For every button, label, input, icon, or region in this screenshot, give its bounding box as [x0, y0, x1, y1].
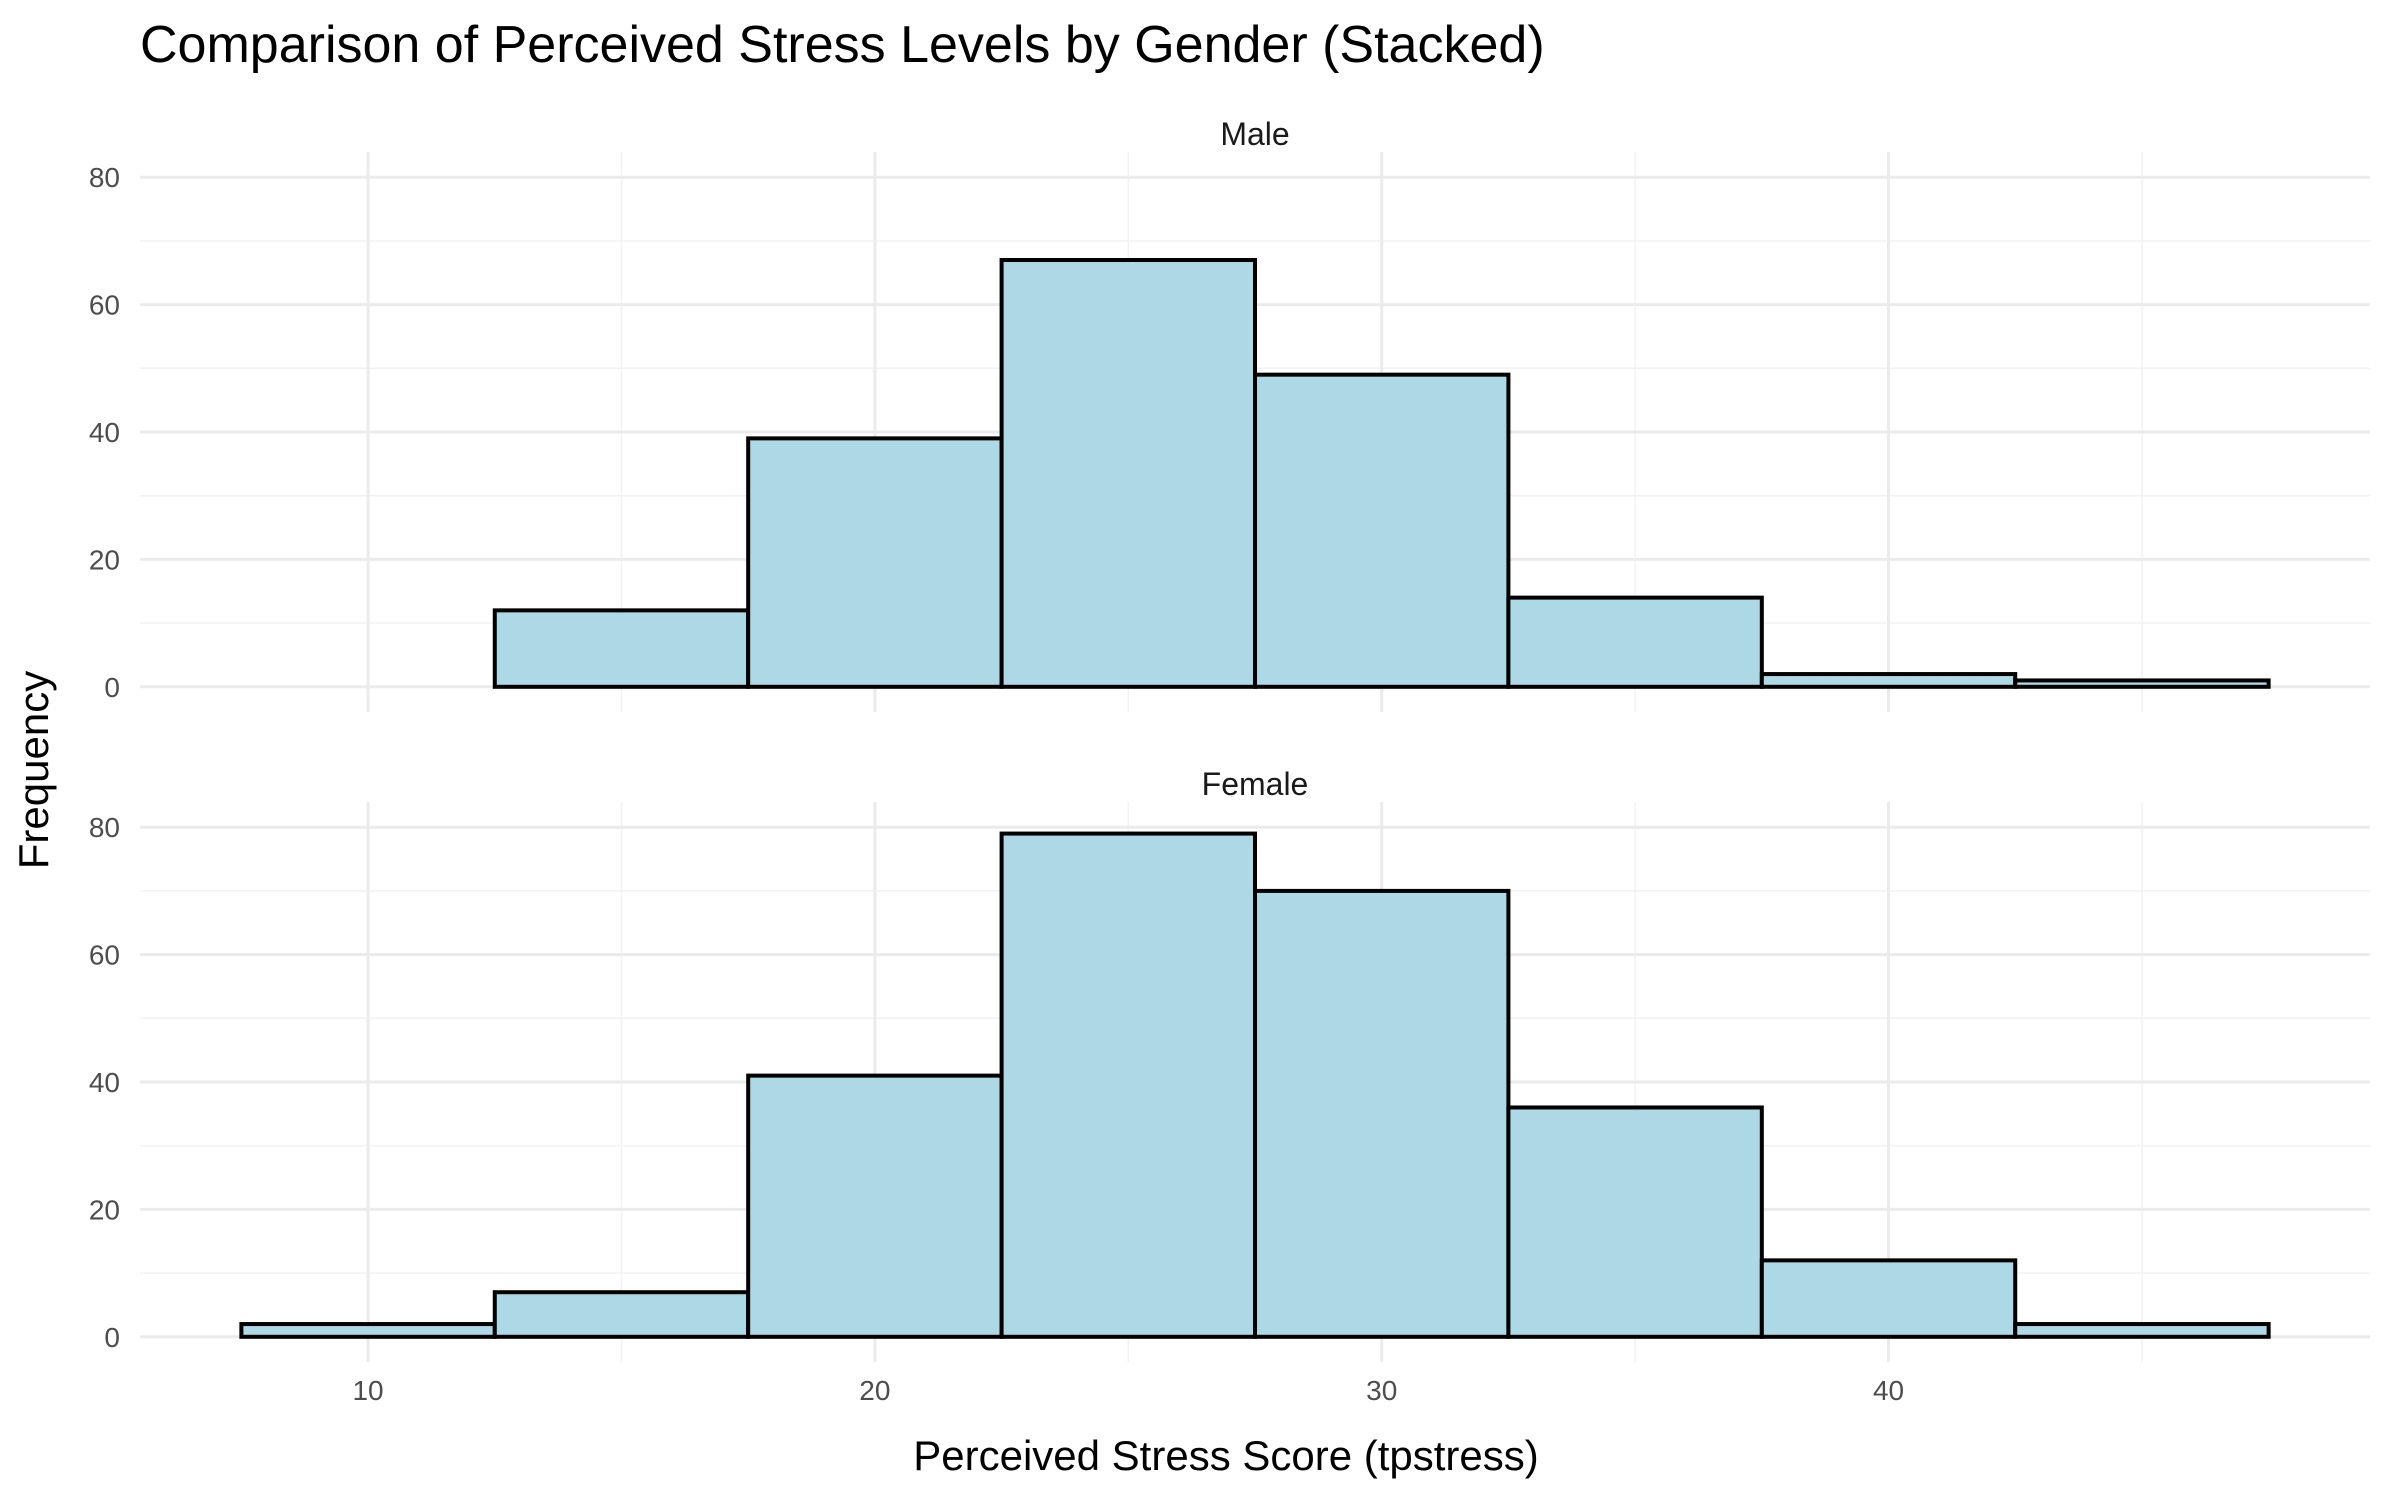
y-tick-label: 40 — [89, 1067, 120, 1098]
x-tick-label: 20 — [859, 1375, 890, 1406]
bar-male-7 — [1759, 672, 2018, 689]
bar-female-2 — [492, 1290, 751, 1339]
bar-male-4 — [999, 258, 1257, 689]
y-tick-label: 20 — [89, 544, 120, 575]
x-axis-title: Perceived Stress Score (tpstress) — [913, 1432, 1539, 1479]
y-tick-label: 0 — [104, 672, 120, 703]
bar-female-7 — [1759, 1258, 2018, 1339]
bar-female-4 — [999, 831, 1257, 1339]
facet-label-female: Female — [1202, 766, 1309, 802]
panel-female: 0 20 40 60 80 Female — [89, 766, 2370, 1362]
bar-female-5 — [1253, 888, 1511, 1339]
y-tick-label: 80 — [89, 812, 120, 843]
y-tick-label: 80 — [89, 162, 120, 193]
x-tick-label: 10 — [352, 1375, 383, 1406]
bar-male-3 — [746, 436, 1004, 689]
bar-female-3 — [746, 1073, 1004, 1339]
chart-title: Comparison of Perceived Stress Levels by… — [140, 16, 1545, 74]
bar-female-8 — [2013, 1322, 2271, 1339]
y-tick-label: 40 — [89, 417, 120, 448]
bar-male-6 — [1506, 595, 1764, 689]
facet-label-male: Male — [1220, 116, 1289, 152]
x-tick-label: 40 — [1873, 1375, 1904, 1406]
y-tick-label: 0 — [104, 1322, 120, 1353]
bar-male-5 — [1253, 372, 1511, 689]
y-tick-label: 60 — [89, 290, 120, 321]
bar-male-8 — [2013, 678, 2271, 689]
bar-female-6 — [1506, 1105, 1764, 1339]
x-axis-ticks: 10 20 30 40 — [352, 1375, 1904, 1406]
x-tick-label: 30 — [1366, 1375, 1397, 1406]
y-tick-label: 60 — [89, 940, 120, 971]
bar-female-1 — [239, 1322, 497, 1339]
bar-male-2 — [492, 608, 751, 689]
panel-male: 0 20 40 60 80 Male — [89, 116, 2370, 712]
facet-panels: 0 20 40 60 80 Male 0 20 40 60 80 Female — [89, 116, 2370, 1362]
y-axis-title: Frequency — [10, 671, 57, 869]
y-tick-label: 20 — [89, 1194, 120, 1225]
